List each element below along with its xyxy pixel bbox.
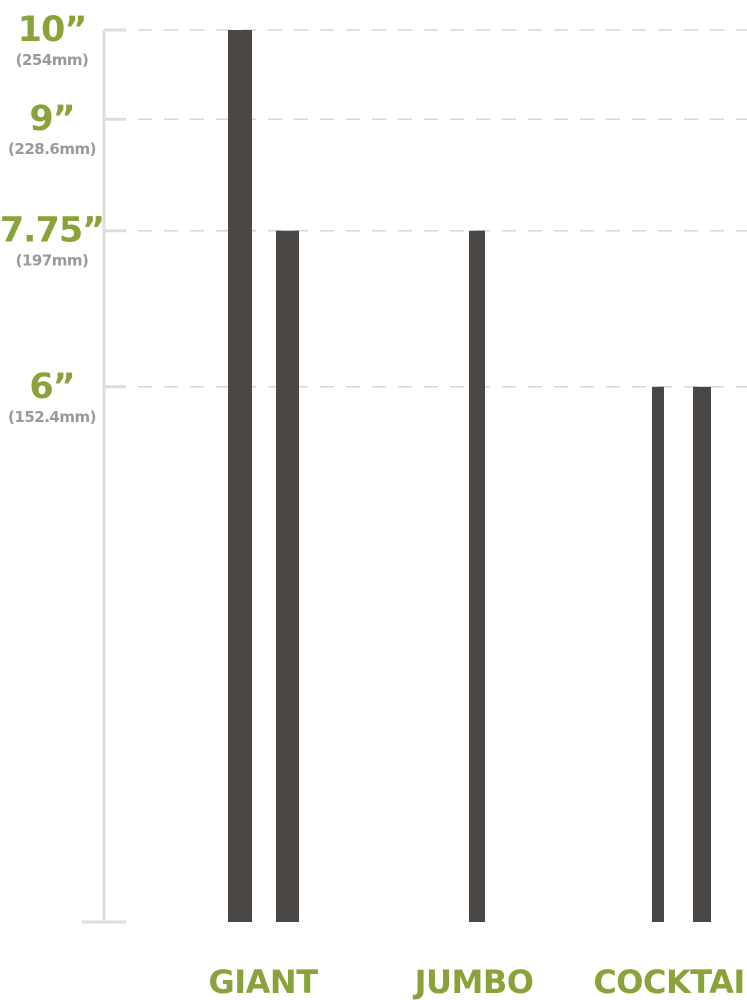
bar-cocktail-1: [652, 386, 664, 922]
gridlines: [138, 29, 747, 388]
bar-jumbo-1: [469, 230, 485, 922]
y-tick-sublabel: (254mm): [16, 51, 89, 69]
y-tick-sublabel: (197mm): [16, 252, 89, 270]
category-label: GIANT: [208, 963, 318, 1000]
bars: [228, 30, 711, 922]
category-labels: GIANT JUMBO COCKTAIL: [208, 963, 747, 1000]
y-tick-label: 9”: [29, 99, 74, 139]
y-tick-label: 10”: [18, 10, 87, 50]
category-label: COCKTAIL: [593, 963, 747, 1000]
bar-cocktail-2: [693, 386, 711, 922]
y-tick-sublabel: (228.6mm): [8, 140, 96, 158]
category-label: JUMBO: [413, 963, 534, 1000]
y-axis: [82, 28, 126, 924]
bar-giant-2: [276, 230, 299, 922]
y-tick-label: 7.75”: [0, 211, 104, 251]
bar-giant-1: [228, 30, 252, 922]
y-tick-labels: 10”(254mm) 9”(228.6mm) 7.75”(197mm) 6”(152.…: [0, 10, 105, 426]
y-tick-sublabel: (152.4mm): [8, 408, 96, 426]
y-tick-label: 6”: [29, 367, 74, 407]
